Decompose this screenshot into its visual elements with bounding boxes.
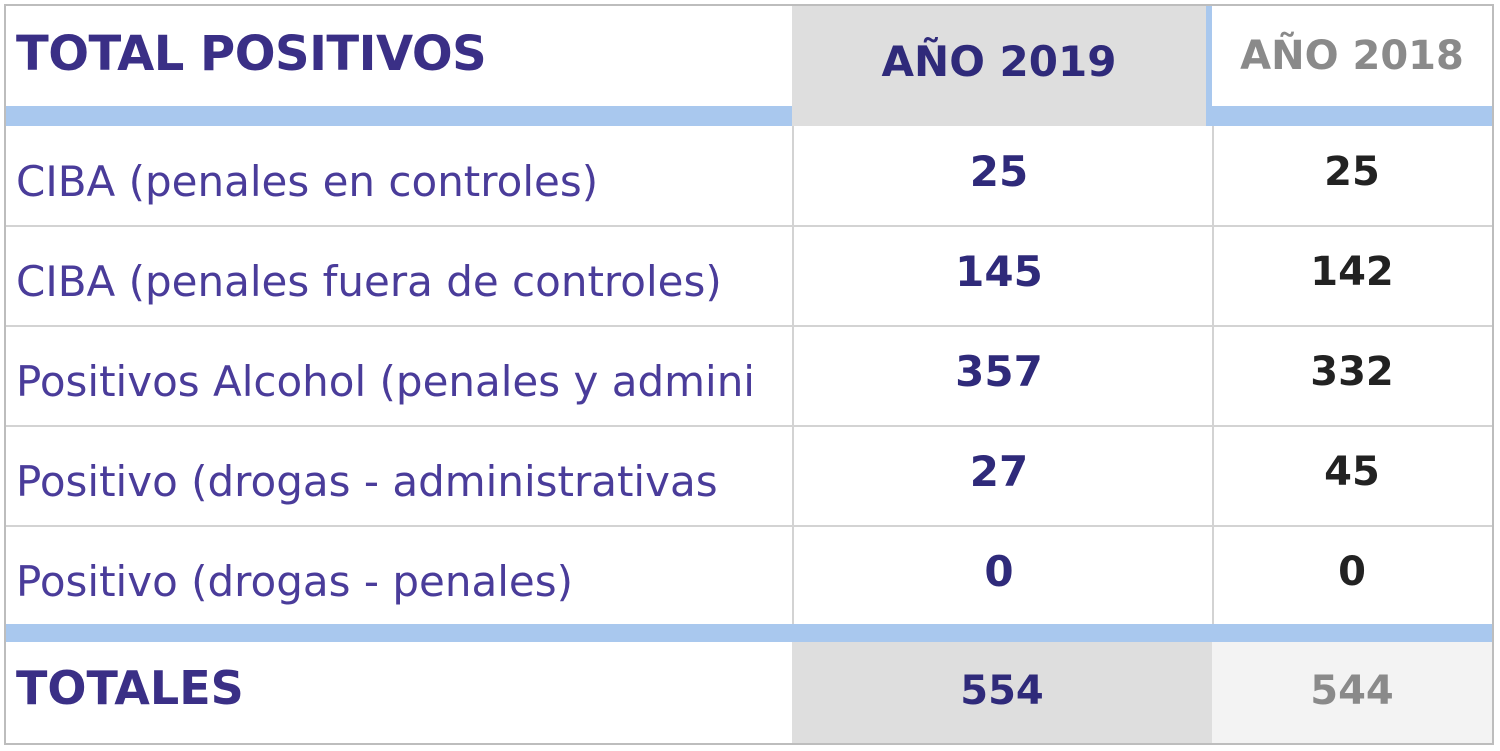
table-title: TOTAL POSITIVOS [16,26,487,82]
row-value-2019: 145 [955,247,1043,296]
row-value-2019: 0 [984,547,1014,596]
row-value-2019: 25 [969,147,1029,196]
totals-divider-bar [6,624,1492,642]
column-divider-left [792,126,794,624]
row-divider [6,525,1492,527]
row-divider [6,225,1492,227]
totals-label: TOTALES [16,661,244,715]
row-value-2018: 332 [1310,349,1394,395]
row-label: Positivo (drogas - administrativas [16,457,718,506]
row-label: Positivo (drogas - penales) [16,557,573,606]
row-value-2019: 357 [955,347,1043,396]
row-value-2018: 142 [1310,249,1394,295]
row-value-2018: 0 [1338,549,1366,595]
column-header-2018: AÑO 2018 [1240,33,1464,79]
row-divider [6,425,1492,427]
column-divider-right [1212,126,1214,624]
results-table: TOTAL POSITIVOS AÑO 2019 AÑO 2018 CIBA (… [4,4,1494,745]
header-divider-bar-right [1206,106,1492,126]
row-label: CIBA (penales en controles) [16,157,599,206]
row-value-2018: 25 [1324,149,1380,195]
row-label: Positivos Alcohol (penales y admini [16,357,755,406]
header-divider-bar [6,106,792,126]
row-value-2018: 45 [1324,449,1380,495]
row-label: CIBA (penales fuera de controles) [16,257,722,306]
row-divider [6,325,1492,327]
header-column-divider [1206,6,1212,126]
row-value-2019: 27 [969,447,1029,496]
column-header-2019: AÑO 2019 [792,6,1206,126]
totals-value-2018: 544 [1212,642,1492,743]
totals-value-2019: 554 [792,642,1212,743]
